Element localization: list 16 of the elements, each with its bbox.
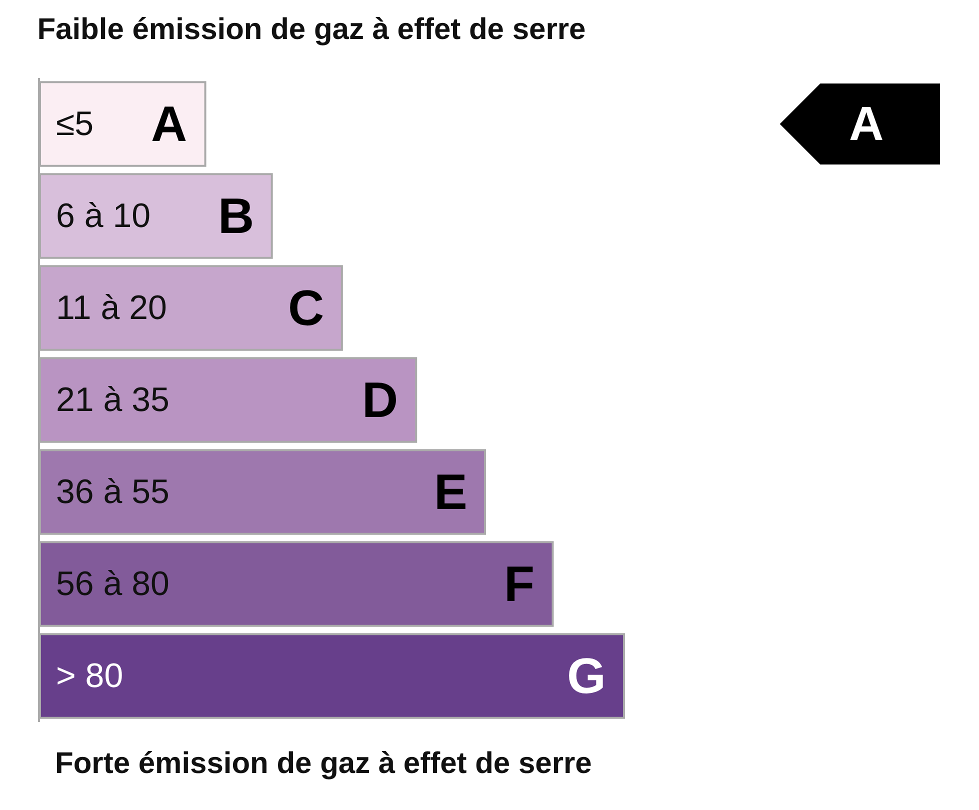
y-tick-label: C <box>288 280 324 336</box>
annotation: > 80 <box>56 657 124 695</box>
annotation: ≤5 <box>56 105 94 143</box>
y-tick-label: D <box>362 372 398 428</box>
chart-title: Faible émission de gaz à effet de serre <box>37 12 586 46</box>
y-tick-label: B <box>218 188 254 244</box>
text: Forte émission de gaz à effet de serre <box>55 747 592 780</box>
annotation: 56 à 80 <box>56 565 170 603</box>
y-tick-label: E <box>434 464 468 520</box>
annotation: 11 à 20 <box>56 289 167 327</box>
annotation: 36 à 55 <box>56 473 170 511</box>
y-tick-label: G <box>567 648 606 704</box>
annotation: 6 à 10 <box>56 197 151 235</box>
y-tick-label: F <box>504 556 535 612</box>
annotation: 21 à 35 <box>56 381 170 419</box>
text: A <box>849 98 884 151</box>
